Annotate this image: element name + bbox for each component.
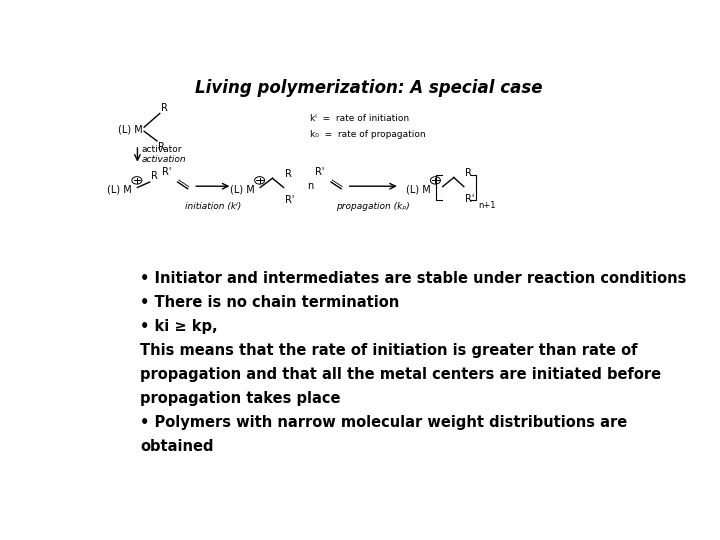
Text: R: R xyxy=(150,171,158,181)
Text: activation: activation xyxy=(142,154,186,164)
Text: k₀  =  rate of propagation: k₀ = rate of propagation xyxy=(310,130,426,139)
Text: activator: activator xyxy=(142,145,182,154)
Text: kᴵ  =  rate of initiation: kᴵ = rate of initiation xyxy=(310,114,410,123)
Text: This means that the rate of initiation is greater than rate of: This means that the rate of initiation i… xyxy=(140,343,638,358)
Text: R': R' xyxy=(284,195,294,205)
Text: (L) M: (L) M xyxy=(230,185,255,194)
Text: R: R xyxy=(161,103,168,113)
Text: (L) M: (L) M xyxy=(405,185,431,194)
Text: propagation takes place: propagation takes place xyxy=(140,391,341,406)
Text: • Initiator and intermediates are stable under reaction conditions: • Initiator and intermediates are stable… xyxy=(140,271,687,286)
Text: • Polymers with narrow molecular weight distributions are: • Polymers with narrow molecular weight … xyxy=(140,415,627,430)
Text: • ki ≥ kp,: • ki ≥ kp, xyxy=(140,319,218,334)
Text: • There is no chain termination: • There is no chain termination xyxy=(140,295,400,310)
Text: n+1: n+1 xyxy=(478,201,496,210)
Text: propagation and that all the metal centers are initiated before: propagation and that all the metal cente… xyxy=(140,367,662,382)
Text: (L) M: (L) M xyxy=(107,185,132,194)
Text: propagation (kₚ): propagation (kₚ) xyxy=(336,202,410,211)
Text: obtained: obtained xyxy=(140,440,214,455)
Text: R: R xyxy=(158,141,165,152)
Text: n: n xyxy=(307,181,313,191)
Text: R': R' xyxy=(315,167,324,177)
Text: Living polymerization: A special case: Living polymerization: A special case xyxy=(195,79,543,97)
Text: R: R xyxy=(284,169,292,179)
Text: initiation (kᴵ): initiation (kᴵ) xyxy=(184,202,241,211)
Text: (L) M: (L) M xyxy=(118,124,143,134)
Text: R': R' xyxy=(161,167,171,177)
Text: R': R' xyxy=(465,194,474,204)
Text: R: R xyxy=(465,168,472,178)
